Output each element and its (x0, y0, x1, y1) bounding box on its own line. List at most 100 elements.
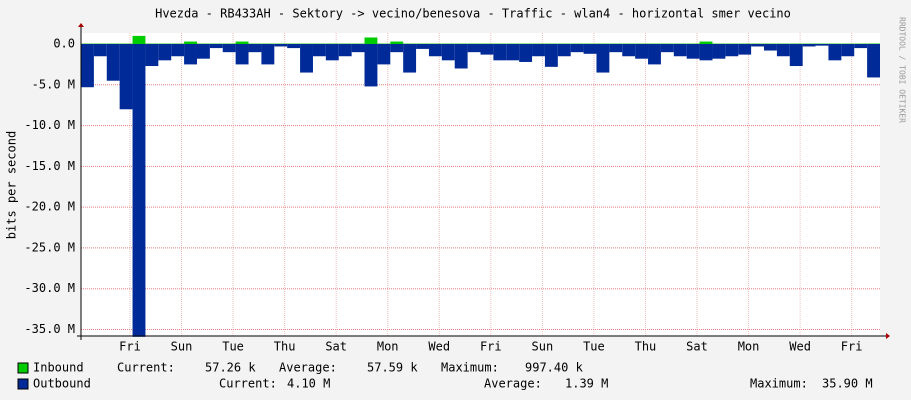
bar (454, 44, 468, 69)
bar (132, 44, 146, 337)
bar (493, 44, 507, 61)
bar (132, 35, 146, 45)
bar (622, 44, 636, 57)
legend-stat: 1.39 M (565, 377, 608, 391)
bar (467, 44, 481, 53)
x-tick-label: Sun (171, 340, 193, 354)
bar (815, 44, 829, 46)
bar (441, 44, 455, 61)
bar (416, 44, 429, 49)
bar (596, 44, 610, 73)
bar (854, 44, 868, 49)
bar (557, 44, 571, 57)
bar (828, 44, 842, 61)
bar (789, 44, 803, 67)
bar (81, 44, 94, 88)
legend-label: Outbound (33, 377, 91, 391)
x-tick-label: Fri (841, 340, 863, 354)
bar (428, 44, 442, 57)
bar (377, 44, 391, 65)
x-tick-label: Thu (635, 340, 657, 354)
y-axis-label: bits per second (5, 131, 19, 239)
bar (184, 44, 197, 65)
bar (609, 44, 623, 53)
bar (338, 44, 352, 57)
bar (261, 44, 275, 65)
bar (364, 37, 378, 45)
legend-stat: 997.40 k (525, 361, 584, 375)
bar (93, 44, 107, 57)
watermark: RRDTOOL / TOBI OETIKER (898, 17, 907, 123)
bar (686, 44, 700, 59)
bar (751, 44, 765, 47)
bar (222, 44, 236, 53)
bar (106, 44, 120, 81)
bar (506, 44, 520, 61)
bar (532, 44, 545, 57)
bar (171, 44, 185, 57)
bar (274, 44, 288, 47)
bar (660, 44, 674, 53)
bar (325, 44, 339, 61)
bar (196, 44, 210, 59)
legend-swatch (17, 362, 29, 374)
bar (725, 44, 739, 57)
bar (699, 44, 713, 61)
bar (544, 44, 558, 67)
x-tick-label: Tue (583, 340, 605, 354)
bar (802, 44, 816, 47)
bar (235, 41, 249, 45)
x-tick-label: Mon (377, 340, 399, 354)
bar (119, 44, 133, 110)
legend-stat: Average: (484, 377, 542, 391)
bar (390, 41, 404, 45)
bar (235, 44, 249, 65)
bar (776, 44, 790, 57)
bar (364, 44, 378, 87)
legend-stat: 35.90 M (822, 377, 873, 391)
plot-area (81, 33, 880, 336)
bar (519, 44, 533, 62)
y-arrow (78, 23, 84, 27)
bar (648, 44, 661, 65)
x-tick-label: Sun (532, 340, 554, 354)
bar (673, 44, 687, 57)
bar (583, 44, 597, 54)
x-tick-label: Sat (686, 340, 708, 354)
chart-title: Hvezda - RB433AH - Sektory -> vecino/ben… (155, 7, 791, 21)
legend-stat: 57.26 k (205, 361, 256, 375)
legend-stat: Average: (279, 361, 337, 375)
legend-stat: 57.59 k (367, 361, 418, 375)
x-arrow (886, 333, 890, 339)
bar (764, 44, 777, 51)
bar (635, 44, 649, 59)
x-tick-label: Fri (119, 340, 141, 354)
legend-stat: Current: (219, 377, 277, 391)
y-tick-label: -35.0 M (24, 322, 75, 336)
bar (699, 41, 713, 45)
legend-stat: 4.10 M (287, 377, 330, 391)
bar (841, 44, 855, 57)
x-tick-label: Wed (428, 340, 450, 354)
bar (145, 44, 159, 67)
bar (390, 44, 404, 53)
x-tick-label: Sat (325, 340, 347, 354)
y-tick-label: -20.0 M (24, 200, 75, 214)
bar (312, 44, 326, 57)
legend-swatch (17, 378, 29, 390)
bar (248, 44, 262, 53)
bar (209, 44, 223, 49)
legend-stat: Maximum: (441, 361, 499, 375)
bar (867, 44, 880, 78)
y-tick-label: -5.0 M (32, 77, 75, 91)
x-tick-label: Wed (789, 340, 811, 354)
x-tick-label: Fri (480, 340, 502, 354)
bar (570, 44, 584, 53)
bar (287, 44, 301, 49)
bar (351, 44, 365, 53)
x-tick-label: Thu (274, 340, 296, 354)
legend-label: Inbound (33, 361, 84, 375)
y-tick-label: -10.0 M (24, 118, 75, 132)
y-tick-label: -30.0 M (24, 281, 75, 295)
